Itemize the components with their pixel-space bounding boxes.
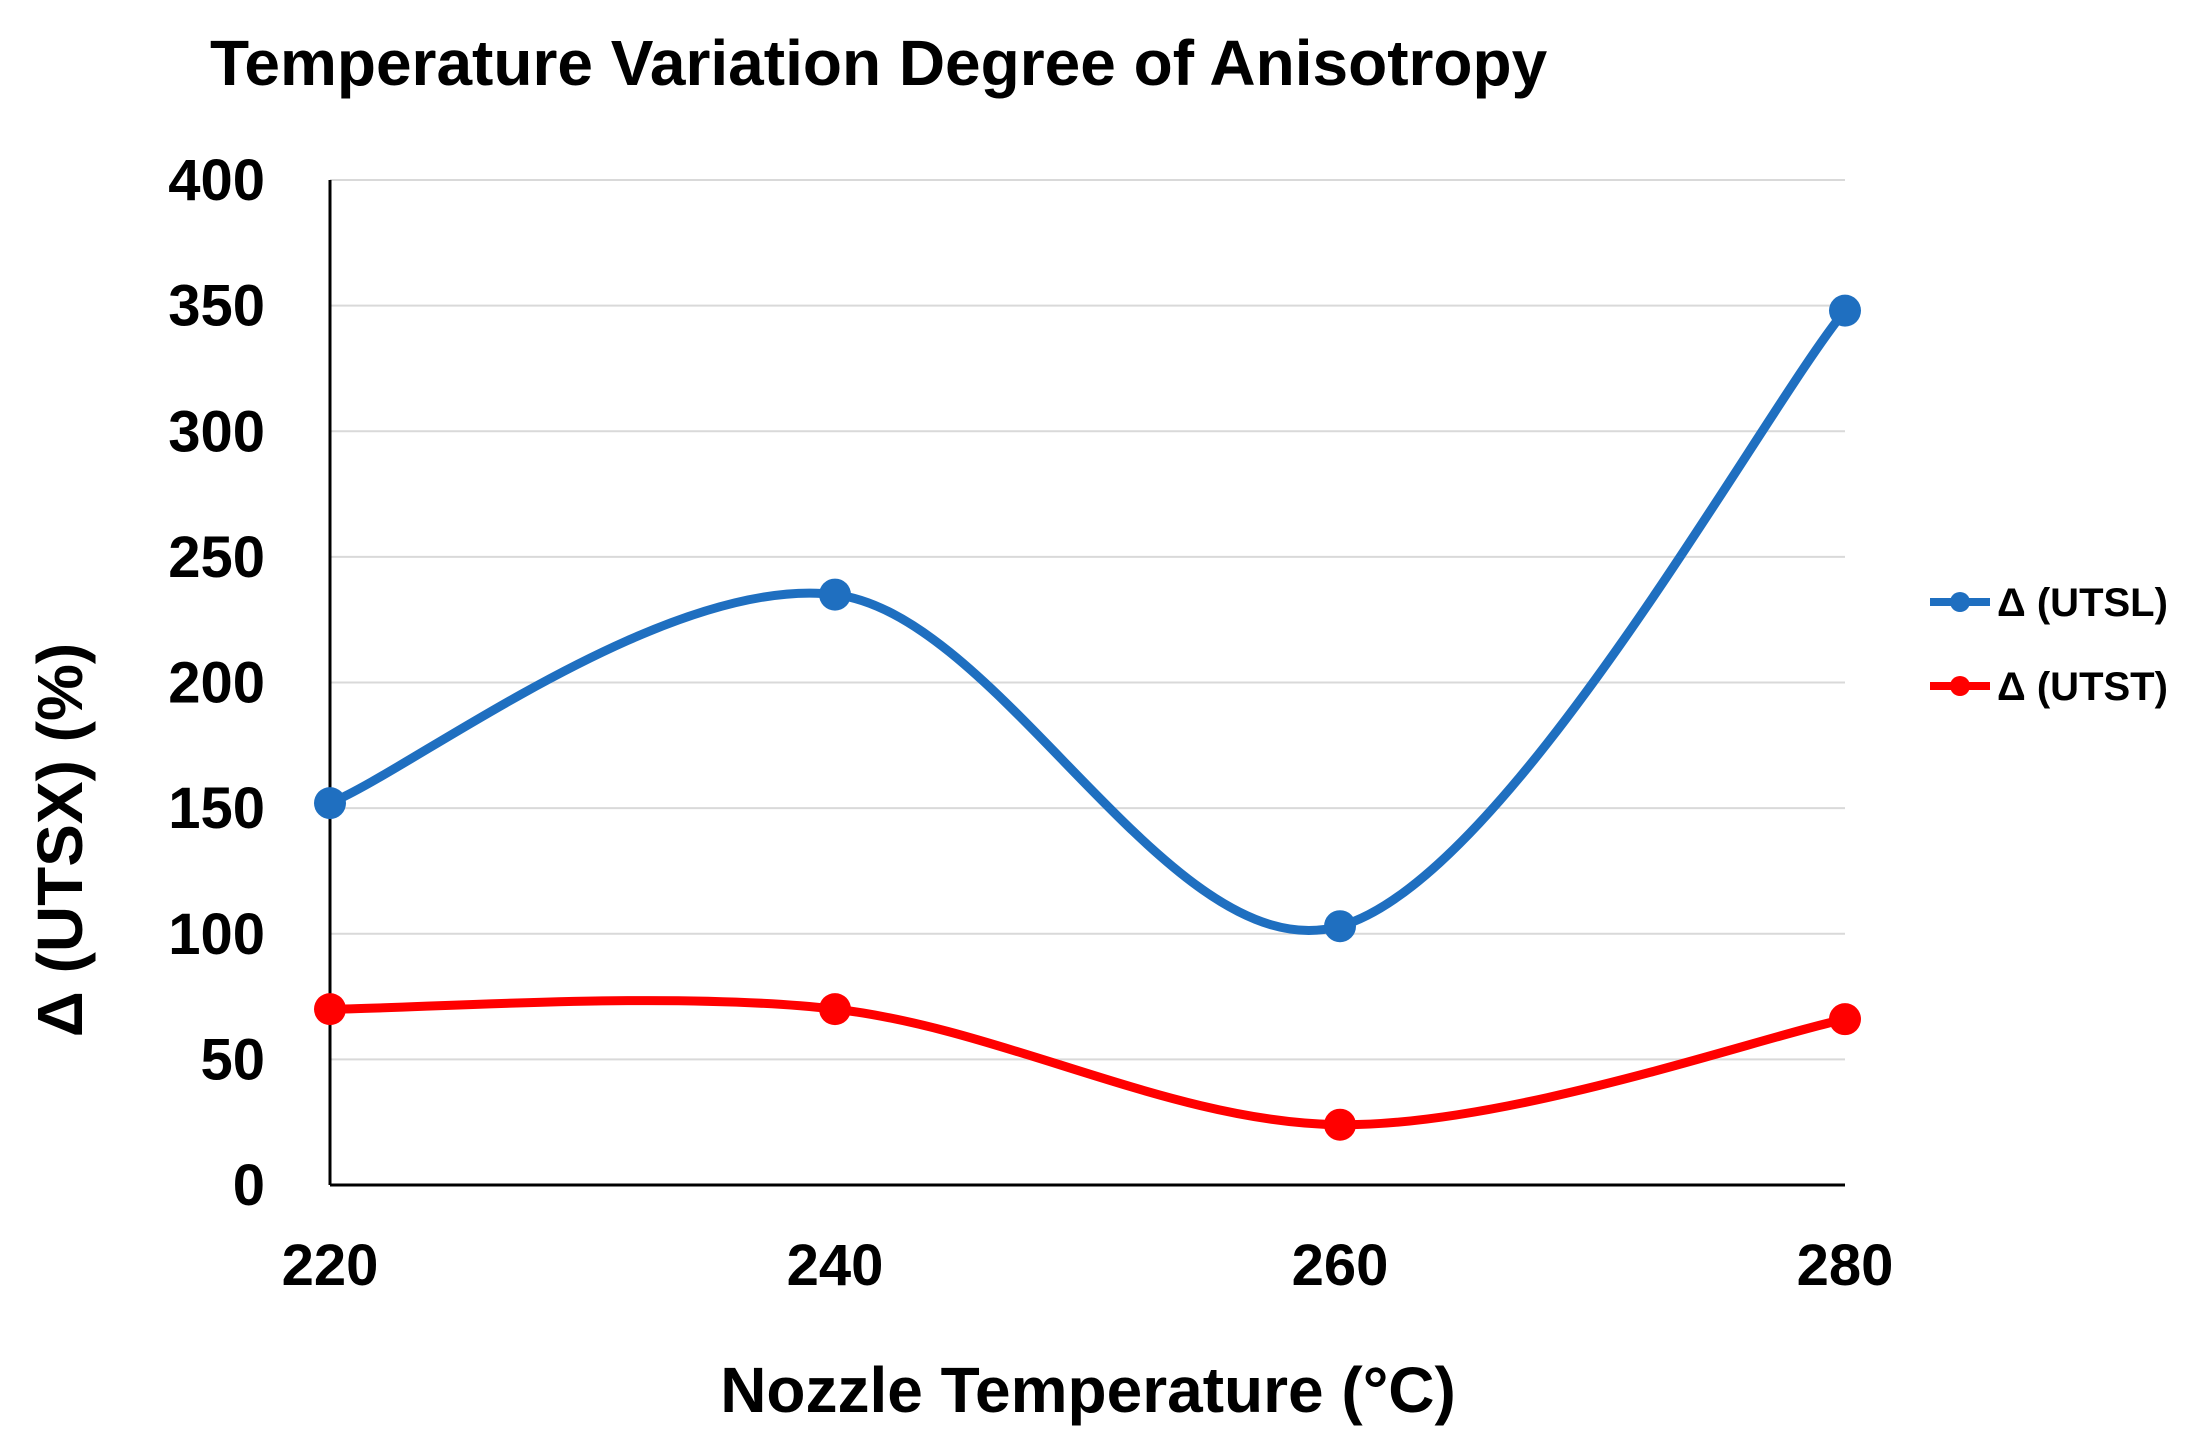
y-axis-label: Δ (UTSX) (%) bbox=[24, 643, 96, 1037]
y-tick-label: 50 bbox=[200, 1027, 265, 1092]
data-point bbox=[1829, 1003, 1861, 1036]
y-tick-label: 400 bbox=[168, 148, 265, 213]
legend-item: Δ (UTSL) bbox=[1930, 581, 2168, 625]
legend: Δ (UTSL) Δ (UTST) bbox=[1930, 581, 2168, 709]
series-line bbox=[325, 306, 1850, 935]
legend-swatch-marker bbox=[1950, 592, 1970, 612]
series-1 bbox=[314, 294, 1861, 943]
chart-title: Temperature Variation Degree of Anisotro… bbox=[210, 27, 1548, 99]
x-tick-label: 280 bbox=[1797, 1233, 1894, 1298]
y-tick-label: 100 bbox=[168, 902, 265, 967]
x-tick-label: 260 bbox=[1292, 1233, 1389, 1298]
data-point bbox=[819, 993, 851, 1026]
series-layer bbox=[314, 294, 1861, 1141]
data-point bbox=[819, 578, 851, 611]
y-tick-label: 150 bbox=[168, 776, 265, 841]
legend-swatch-marker bbox=[1950, 676, 1970, 696]
legend-label: Δ (UTST) bbox=[1997, 665, 2168, 709]
gridlines bbox=[330, 179, 1845, 1061]
x-axis-label: Nozzle Temperature (°C) bbox=[720, 1354, 1456, 1426]
data-point bbox=[314, 787, 346, 820]
y-tick-label: 200 bbox=[168, 651, 265, 716]
data-point bbox=[314, 993, 346, 1026]
y-tick-label: 0 bbox=[233, 1153, 265, 1218]
x-tick-label: 220 bbox=[282, 1233, 379, 1298]
y-axis-ticks: 0 50 100 150 200 250 300 350 400 bbox=[168, 148, 265, 1218]
data-point bbox=[1324, 910, 1356, 943]
y-tick-label: 250 bbox=[168, 525, 265, 590]
data-point bbox=[1829, 294, 1861, 327]
y-tick-label: 300 bbox=[168, 399, 265, 464]
data-point bbox=[1324, 1108, 1356, 1141]
series-line bbox=[325, 996, 1850, 1130]
legend-label: Δ (UTSL) bbox=[1997, 581, 2168, 625]
legend-item: Δ (UTST) bbox=[1930, 665, 2168, 709]
y-tick-label: 350 bbox=[168, 274, 265, 339]
x-axis-ticks: 220 240 260 280 bbox=[282, 1233, 1894, 1298]
series-2 bbox=[314, 993, 1861, 1141]
x-tick-label: 240 bbox=[787, 1233, 884, 1298]
